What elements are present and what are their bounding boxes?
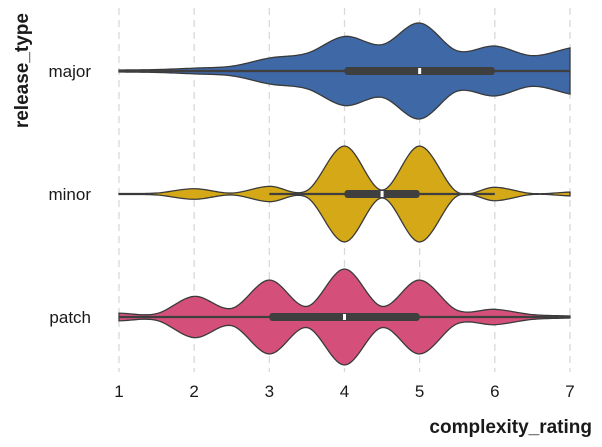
y-tick-label-minor: minor (48, 185, 91, 204)
median-marker-patch (343, 314, 346, 320)
y-tick-label-major: major (48, 62, 91, 81)
x-axis-title: complexity_rating (429, 417, 592, 438)
x-tick-label: 6 (490, 382, 499, 401)
x-tick-label: 1 (114, 382, 123, 401)
x-tick-labels: 1 2 3 4 5 6 7 (114, 382, 574, 401)
x-tick-label: 4 (340, 382, 349, 401)
median-marker-major (418, 68, 422, 74)
violins (118, 22, 571, 366)
x-tick-label: 2 (189, 382, 198, 401)
x-tick-label: 5 (415, 382, 424, 401)
y-axis-title: release_type (12, 13, 33, 128)
x-tick-label: 7 (565, 382, 574, 401)
x-tick-label: 3 (265, 382, 274, 401)
median-marker-minor (380, 191, 384, 197)
y-tick-labels: major minor patch (48, 62, 91, 327)
y-tick-label-patch: patch (49, 308, 91, 327)
